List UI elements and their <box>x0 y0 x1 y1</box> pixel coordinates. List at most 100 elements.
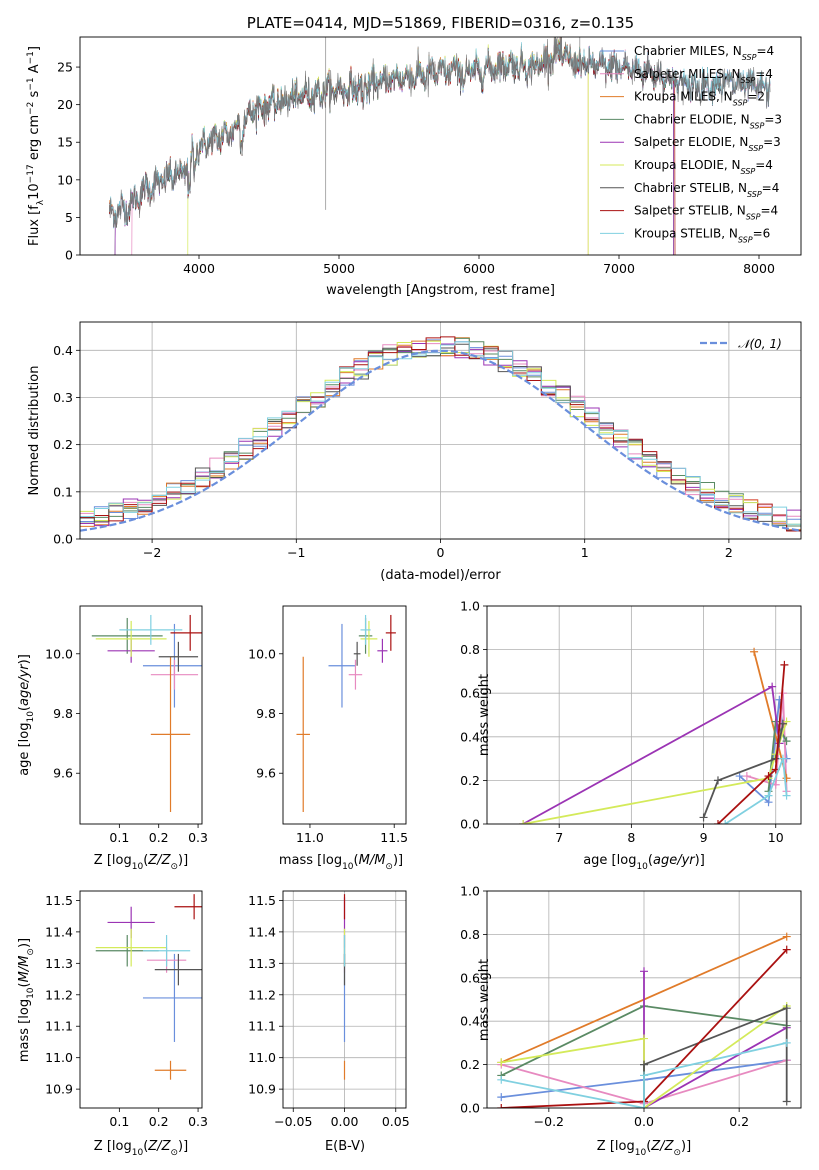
x-axis-label-part: ⊙ <box>385 862 393 872</box>
axes-frame <box>79 890 203 1109</box>
x-axis-label-part: Z/Z <box>650 1139 674 1154</box>
series-line-kroupa_stelib <box>501 1042 787 1108</box>
y-axis-label: mass [log10(M/M⊙)] <box>17 938 36 1062</box>
x-tick-label: 0.0 <box>634 1114 654 1129</box>
plot-area <box>296 614 396 813</box>
point-salpeter_stelib <box>170 614 202 651</box>
x-axis-label-part: ⊙ <box>673 1148 681 1158</box>
point-chabrier_stelib <box>353 641 361 666</box>
x-tick-label: 11.0 <box>296 830 324 845</box>
point-chabrier_stelib <box>154 953 202 986</box>
y-axis-label-part: −17 <box>26 164 36 183</box>
y-tick-label: 11.1 <box>45 1019 73 1034</box>
x-tick-label: 7000 <box>603 261 635 276</box>
y-axis-label-part: log <box>17 999 32 1019</box>
chart-title: PLATE=0414, MJD=51869, FIBERID=0316, z=0… <box>247 14 634 32</box>
series-line-salpeter_elodie <box>643 971 788 1108</box>
legend-text: Salpeter MILES, N <box>634 67 741 81</box>
point-salpeter_miles <box>348 659 363 690</box>
plot-area <box>519 647 791 824</box>
legend-value: =6 <box>753 226 771 240</box>
y-axis-label-part: 10 <box>26 711 36 723</box>
x-axis-label-part: )] <box>178 1139 188 1154</box>
x-axis-label-part: Z/Z <box>147 1139 171 1154</box>
y-tick-label: 0 <box>65 248 73 263</box>
y-tick-label: 11.3 <box>45 956 73 971</box>
series-marker-chabrier_stelib <box>782 1004 791 1013</box>
x-axis-label: E(B-V) <box>325 1139 365 1154</box>
x-axis-label-part: Z/Z <box>147 853 171 868</box>
series-marker-salpeter_elodie <box>640 967 648 976</box>
x-axis-label-part: 10 <box>132 1148 144 1158</box>
y-tick-label: 11.2 <box>45 987 73 1002</box>
y-axis-label-part: −2 <box>26 102 36 115</box>
series-marker-chabrier_elodie <box>782 737 791 746</box>
series-marker-kroupa_stelib <box>782 1038 791 1047</box>
panel-5: 7 8 9 10 0.0 0.2 0.4 0.6 0.8 1.0 <box>460 599 802 845</box>
legend-text: Chabrier STELIB, N <box>634 181 747 195</box>
point-kroupa_elodie <box>95 928 167 967</box>
series-marker-kroupa_miles <box>782 774 791 783</box>
panel-4: 11.0 11.5 9.6 9.8 10.0 <box>248 605 408 845</box>
point-chabrier_elodie <box>91 617 163 654</box>
x-axis-label: Z [log10(Z/Z⊙)] <box>94 1139 188 1158</box>
series-marker-kroupa_stelib <box>640 1104 648 1108</box>
x-axis-label-part: ⊙ <box>170 862 178 872</box>
y-tick-label: 10.0 <box>45 646 73 661</box>
legend-text: Kroupa ELODIE, N <box>634 158 741 172</box>
x-axis-label-part: ⊙ <box>170 1148 178 1158</box>
point-salpeter_stelib <box>385 614 396 651</box>
point-chabrier_miles <box>328 623 356 708</box>
x-axis-label-part: ( <box>143 1139 148 1154</box>
y-axis-label: Flux [fλ10−17 erg cm−2 s−1 A−1] <box>26 46 46 246</box>
legend-entry: Chabrier ELODIE, NSSP=3 <box>634 112 782 129</box>
x-axis-label-part: ( <box>648 853 653 868</box>
y-axis-label-part: 10 <box>27 183 42 200</box>
y-axis-label-part: M/M <box>17 956 32 983</box>
series-marker-kroupa_elodie <box>519 820 528 824</box>
legend-sub: SSP <box>741 75 756 84</box>
point-salpeter_miles <box>150 659 199 690</box>
x-axis-label-part: log <box>322 853 342 868</box>
series-marker-kroupa_elodie <box>640 1034 648 1043</box>
y-tick-label: 1.0 <box>460 884 480 899</box>
legend-entry: Salpeter STELIB, NSSP=4 <box>634 204 778 222</box>
point-kroupa_elodie <box>95 620 167 657</box>
point-salpeter_elodie <box>377 638 388 663</box>
series-line-kroupa_elodie <box>522 721 788 824</box>
y-axis-label-part: )] <box>17 938 32 948</box>
series-marker-salpeter_miles <box>742 772 751 781</box>
y-axis-label-part: ( <box>17 982 32 987</box>
y-tick-label: 0.8 <box>460 642 480 657</box>
legend-sub: SSP <box>750 121 765 130</box>
y-tick-label: 0.4 <box>460 1014 480 1029</box>
y-axis-label-part: ( <box>17 706 32 711</box>
spectrum-model-salpeter_elodie <box>114 37 674 255</box>
point-kroupa_miles <box>296 656 310 813</box>
x-axis-label: age [log10(age/yr)] <box>583 853 705 872</box>
x-tick-label: −0.05 <box>274 1114 312 1129</box>
y-tick-label: 10.0 <box>248 646 276 661</box>
series-marker-salpeter_stelib <box>782 945 791 954</box>
y-tick-label: 0.0 <box>53 532 73 547</box>
series-marker-chabrier_stelib <box>782 1097 791 1106</box>
y-tick-label: 0.2 <box>53 437 73 452</box>
series-marker-kroupa_stelib <box>640 1071 648 1080</box>
legend-value: =4 <box>755 67 773 81</box>
series-line-salpeter_stelib <box>717 664 786 824</box>
plot-area <box>91 614 202 813</box>
y-tick-label: 11.2 <box>248 987 276 1002</box>
point-kroupa_miles <box>154 1060 187 1080</box>
legend-sub: SSP <box>747 189 762 198</box>
y-tick-label: 9.6 <box>53 766 73 781</box>
y-axis-label-part: A <box>27 64 42 77</box>
x-tick-label: −2 <box>143 545 161 560</box>
y-tick-label: 0.4 <box>460 729 480 744</box>
x-axis-label-part: 10 <box>342 862 354 872</box>
panel-7: −0.05 0.00 0.05 10.9 11.0 11.1 11.2 11.3 11.4 11.… <box>248 890 410 1129</box>
series-line-kroupa_miles <box>753 651 788 779</box>
legend-value: =3 <box>763 135 781 149</box>
plot-area <box>80 336 801 534</box>
series-marker-kroupa_elodie <box>497 1058 506 1067</box>
